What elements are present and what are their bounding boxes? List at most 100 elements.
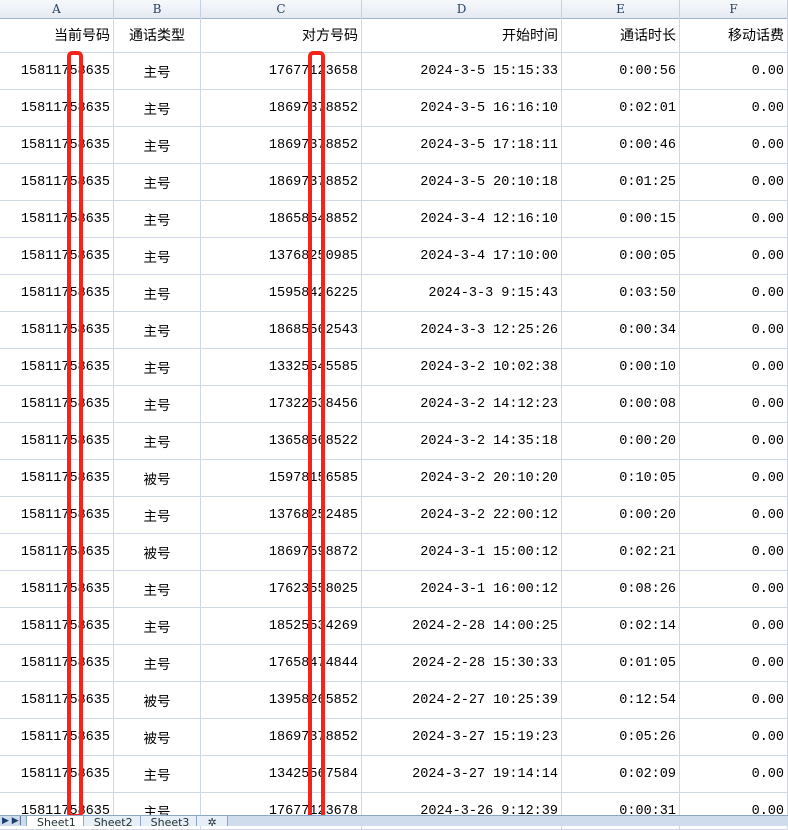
cell-call-type[interactable]: 主号 [114, 164, 201, 200]
column-header-D[interactable]: D [362, 0, 562, 18]
cell-charge[interactable]: 0.00 [680, 386, 788, 422]
cell-other-number[interactable]: 18697378852 [201, 127, 362, 163]
cell-call-type[interactable]: 被号 [114, 682, 201, 718]
cell-other-number[interactable]: 18697378852 [201, 164, 362, 200]
cell-start-time[interactable]: 2024-3-27 19:14:14 [362, 756, 562, 792]
cell-other-number[interactable]: 13768250985 [201, 238, 362, 274]
cell-call-type[interactable]: 主号 [114, 275, 201, 311]
cell-charge[interactable]: 0.00 [680, 312, 788, 348]
cell-duration[interactable]: 0:02:14 [562, 608, 680, 644]
column-header-B[interactable]: B [114, 0, 201, 18]
cell-duration[interactable]: 0:03:50 [562, 275, 680, 311]
cell-other-number[interactable]: 13658568522 [201, 423, 362, 459]
cell-other-number[interactable]: 18685562543 [201, 312, 362, 348]
cell-start-time[interactable]: 2024-3-5 20:10:18 [362, 164, 562, 200]
cell-start-time[interactable]: 2024-3-2 14:12:23 [362, 386, 562, 422]
cell-call-type[interactable]: 主号 [114, 201, 201, 237]
cell-start-time[interactable]: 2024-3-4 17:10:00 [362, 238, 562, 274]
cell-duration[interactable]: 0:10:05 [562, 460, 680, 496]
cell-current-number[interactable]: 15811758635 [0, 571, 114, 607]
cell-call-type[interactable]: 主号 [114, 312, 201, 348]
cell-start-time[interactable]: 2024-3-26 9:12:39 [362, 793, 562, 829]
header-cell-duration[interactable]: 通话时长 [562, 18, 680, 52]
cell-current-number[interactable]: 15811758635 [0, 460, 114, 496]
cell-current-number[interactable]: 15811758635 [0, 423, 114, 459]
column-header-E[interactable]: E [562, 0, 680, 18]
cell-current-number[interactable]: 15811758635 [0, 201, 114, 237]
cell-call-type[interactable]: 主号 [114, 127, 201, 163]
cell-call-type[interactable]: 主号 [114, 645, 201, 681]
cell-duration[interactable]: 0:12:54 [562, 682, 680, 718]
cell-duration[interactable]: 0:00:20 [562, 423, 680, 459]
cell-charge[interactable]: 0.00 [680, 423, 788, 459]
cell-charge[interactable]: 0.00 [680, 53, 788, 89]
cell-charge[interactable]: 0.00 [680, 719, 788, 755]
column-header-A[interactable]: A [0, 0, 114, 18]
header-cell-other-number[interactable]: 对方号码 [201, 18, 362, 52]
cell-call-type[interactable]: 被号 [114, 719, 201, 755]
cell-other-number[interactable]: 17677123678 [201, 793, 362, 829]
header-cell-charge[interactable]: 移动话费 [680, 18, 788, 52]
header-cell-call-type[interactable]: 通话类型 [114, 18, 201, 52]
cell-charge[interactable]: 0.00 [680, 201, 788, 237]
cell-current-number[interactable]: 15811758635 [0, 275, 114, 311]
cell-duration[interactable]: 0:00:31 [562, 793, 680, 829]
cell-call-type[interactable]: 被号 [114, 460, 201, 496]
cell-call-type[interactable]: 主号 [114, 349, 201, 385]
cell-start-time[interactable]: 2024-3-1 16:00:12 [362, 571, 562, 607]
cell-other-number[interactable]: 17322538456 [201, 386, 362, 422]
column-header-F[interactable]: F [680, 0, 788, 18]
cell-charge[interactable]: 0.00 [680, 534, 788, 570]
cell-call-type[interactable]: 主号 [114, 608, 201, 644]
cell-start-time[interactable]: 2024-3-5 15:15:33 [362, 53, 562, 89]
cell-current-number[interactable]: 15811758635 [0, 386, 114, 422]
cell-charge[interactable]: 0.00 [680, 164, 788, 200]
cell-charge[interactable]: 0.00 [680, 682, 788, 718]
cell-start-time[interactable]: 2024-3-5 17:18:11 [362, 127, 562, 163]
cell-duration[interactable]: 0:00:56 [562, 53, 680, 89]
cell-other-number[interactable]: 18525534269 [201, 608, 362, 644]
cell-start-time[interactable]: 2024-2-28 14:00:25 [362, 608, 562, 644]
cell-duration[interactable]: 0:01:25 [562, 164, 680, 200]
cell-other-number[interactable]: 13425567584 [201, 756, 362, 792]
cell-duration[interactable]: 0:00:10 [562, 349, 680, 385]
cell-start-time[interactable]: 2024-2-27 10:25:39 [362, 682, 562, 718]
cell-call-type[interactable]: 主号 [114, 90, 201, 126]
cell-call-type[interactable]: 主号 [114, 571, 201, 607]
cell-other-number[interactable]: 15958426225 [201, 275, 362, 311]
cell-duration[interactable]: 0:00:08 [562, 386, 680, 422]
cell-charge[interactable]: 0.00 [680, 349, 788, 385]
cell-call-type[interactable]: 主号 [114, 53, 201, 89]
cell-duration[interactable]: 0:05:26 [562, 719, 680, 755]
column-header-C[interactable]: C [201, 0, 362, 18]
cell-duration[interactable]: 0:00:34 [562, 312, 680, 348]
cell-duration[interactable]: 0:01:05 [562, 645, 680, 681]
cell-start-time[interactable]: 2024-3-27 15:19:23 [362, 719, 562, 755]
cell-other-number[interactable]: 13958265852 [201, 682, 362, 718]
cell-charge[interactable]: 0.00 [680, 571, 788, 607]
cell-current-number[interactable]: 15811758635 [0, 719, 114, 755]
cell-current-number[interactable]: 15811758635 [0, 312, 114, 348]
cell-charge[interactable]: 0.00 [680, 497, 788, 533]
cell-current-number[interactable]: 15811758635 [0, 756, 114, 792]
cell-charge[interactable]: 0.00 [680, 275, 788, 311]
cell-other-number[interactable]: 17623558025 [201, 571, 362, 607]
cell-other-number[interactable]: 18658548852 [201, 201, 362, 237]
cell-duration[interactable]: 0:00:46 [562, 127, 680, 163]
cell-current-number[interactable]: 15811758635 [0, 645, 114, 681]
sheet-nav-arrows[interactable]: ▶ ▶| [2, 816, 22, 826]
cell-duration[interactable]: 0:00:05 [562, 238, 680, 274]
header-cell-start-time[interactable]: 开始时间 [362, 18, 562, 52]
cell-start-time[interactable]: 2024-3-2 10:02:38 [362, 349, 562, 385]
cell-current-number[interactable]: 15811758635 [0, 90, 114, 126]
cell-charge[interactable]: 0.00 [680, 90, 788, 126]
cell-call-type[interactable]: 主号 [114, 497, 201, 533]
cell-call-type[interactable]: 被号 [114, 534, 201, 570]
cell-start-time[interactable]: 2024-3-2 20:10:20 [362, 460, 562, 496]
cell-duration[interactable]: 0:02:21 [562, 534, 680, 570]
cell-duration[interactable]: 0:00:20 [562, 497, 680, 533]
cell-call-type[interactable]: 主号 [114, 238, 201, 274]
cell-other-number[interactable]: 17677123658 [201, 53, 362, 89]
cell-call-type[interactable]: 主号 [114, 756, 201, 792]
cell-start-time[interactable]: 2024-3-3 9:15:43 [362, 275, 562, 311]
